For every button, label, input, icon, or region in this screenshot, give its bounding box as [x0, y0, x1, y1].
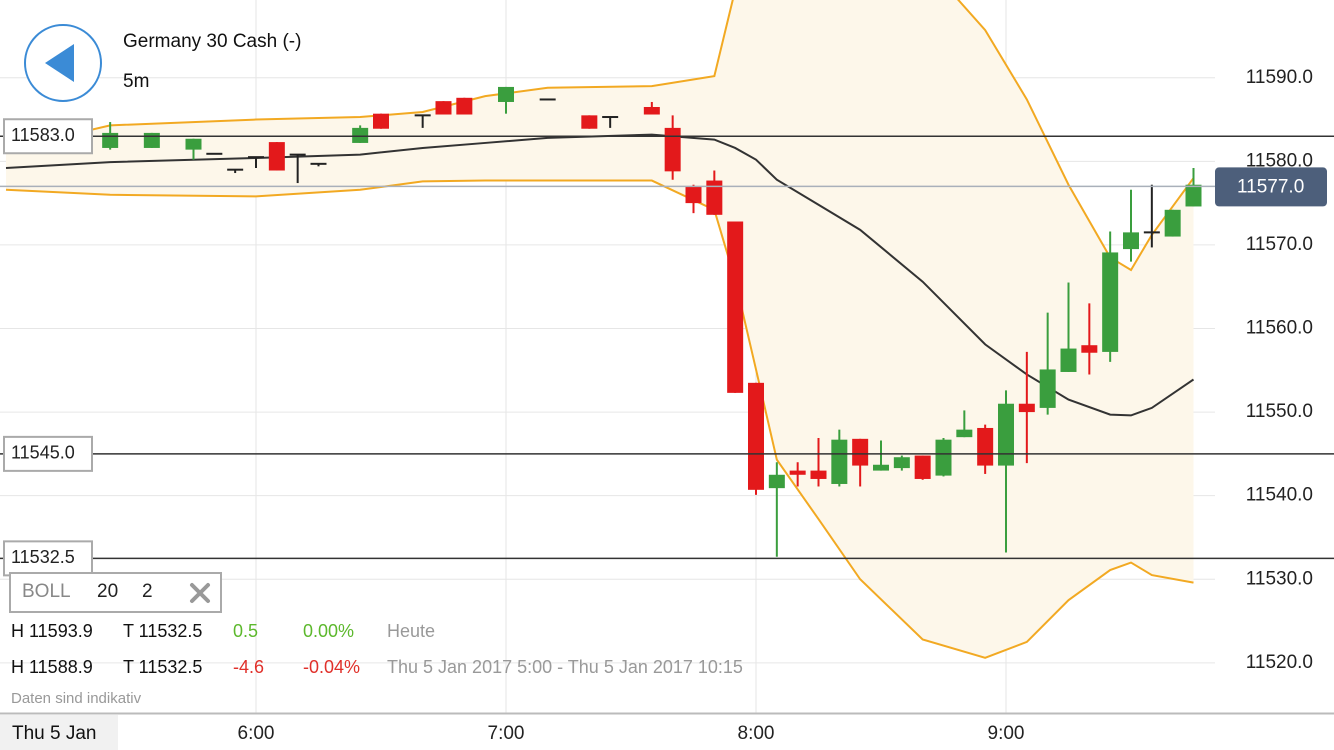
chart-subtitle: 5m	[123, 71, 149, 92]
plot-area	[5, 0, 1202, 659]
x-tick-label: 9:00	[988, 723, 1025, 744]
info-text: -4.6	[233, 657, 264, 677]
info-text: T 11532.5	[123, 657, 202, 677]
candle-body	[352, 127, 369, 143]
indicator-box[interactable]	[9, 572, 222, 613]
info-text: Heute	[387, 621, 435, 641]
info-text: 0.00%	[303, 621, 354, 641]
candle-body	[956, 429, 973, 438]
indicator-deviation: 2	[142, 581, 153, 602]
y-tick-label: 11580.0	[1246, 150, 1313, 171]
candle-body	[873, 464, 889, 471]
disclaimer: Daten sind indikativ	[11, 690, 142, 707]
last-price-label: 11577.0	[1237, 176, 1304, 197]
candle-body	[768, 474, 785, 489]
x-tick-label: 7:00	[488, 723, 525, 744]
candle-body	[789, 470, 806, 475]
indicator-name: BOLL	[22, 581, 71, 602]
candle-body	[498, 86, 514, 102]
level-label-box	[3, 435, 93, 472]
candle-body	[1164, 209, 1181, 237]
remove-indicator[interactable]	[190, 583, 210, 603]
band-upper	[5, 0, 1195, 272]
candle-body	[268, 142, 285, 171]
candle-body	[810, 470, 827, 479]
candle-body	[893, 457, 910, 469]
level-label-box	[3, 540, 93, 577]
band-lower	[5, 179, 1194, 659]
candle-body	[998, 403, 1014, 466]
level-label: 11545.0	[11, 443, 75, 463]
info-text: 0.5	[233, 621, 258, 641]
candle-body	[310, 162, 327, 165]
info-text: T 11532.5	[123, 621, 202, 641]
candle-body	[102, 132, 119, 148]
x-tick-label: 8:00	[738, 723, 775, 744]
candle-body	[539, 98, 556, 101]
indicator-period: 20	[97, 581, 118, 602]
level-label-box	[3, 118, 93, 155]
candle-body	[414, 114, 431, 117]
candle-body	[373, 113, 389, 129]
y-tick-label: 11520.0	[1246, 652, 1313, 673]
candle-body	[1039, 369, 1056, 408]
candle-body	[143, 132, 160, 148]
level-label: 11532.5	[11, 547, 75, 567]
last-price-box	[1215, 167, 1327, 207]
candle-body	[664, 127, 681, 172]
candle-body	[1143, 231, 1160, 234]
chart-title: Germany 30 Cash (-)	[123, 31, 301, 52]
y-tick-label: 11590.0	[1246, 67, 1313, 88]
y-tick-label: 11560.0	[1246, 318, 1313, 339]
band-middle	[5, 133, 1195, 417]
candle-body	[248, 156, 264, 159]
level-label: 11583.0	[11, 125, 75, 145]
candle-body	[727, 221, 744, 393]
candle-body	[227, 168, 244, 171]
candle-body	[289, 153, 306, 156]
candle-body	[977, 427, 994, 466]
candle-body	[852, 438, 869, 466]
candle-body	[581, 115, 598, 129]
candle-body	[706, 180, 723, 215]
y-tick-label: 11550.0	[1246, 401, 1313, 422]
candle-body	[1102, 252, 1119, 352]
info-text: H 11588.9	[11, 657, 93, 677]
candle-body	[1081, 345, 1098, 353]
candle-body	[1123, 232, 1139, 250]
candle-body	[1185, 184, 1202, 207]
candle-body	[1060, 348, 1077, 372]
candle-body	[831, 439, 848, 484]
candle-body	[1018, 403, 1035, 413]
band-fill	[6, 0, 1194, 658]
overlay: 11520.0 11530.0 11540.0 11550.0 11560.0 11570…	[0, 67, 1334, 744]
info-text: H 11593.9	[11, 621, 93, 641]
info-rows: H 11593.9 T 11532.5 0.5 0.00% Heute H 11588.9…	[11, 621, 743, 677]
candle-body	[602, 116, 619, 119]
y-tick-label: 11570.0	[1246, 234, 1313, 255]
candle-body	[435, 101, 452, 115]
date-label: Thu 5 Jan	[12, 723, 97, 744]
info-text: Thu 5 Jan 2017 5:00 - Thu 5 Jan 2017 10:…	[387, 657, 743, 677]
candle-body	[456, 97, 473, 115]
x-tick-label: 6:00	[238, 723, 275, 744]
y-tick-label: 11530.0	[1246, 568, 1313, 589]
date-box	[0, 715, 118, 750]
candle-body	[206, 152, 223, 155]
candle-body	[685, 186, 702, 204]
back-icon	[45, 44, 74, 82]
candle-body	[643, 106, 660, 115]
candle-body	[914, 455, 931, 479]
info-text: -0.04%	[303, 657, 360, 677]
y-tick-label: 11540.0	[1246, 485, 1313, 506]
candle-body	[748, 382, 764, 490]
candle-body	[935, 439, 952, 476]
candle-body	[185, 138, 202, 150]
